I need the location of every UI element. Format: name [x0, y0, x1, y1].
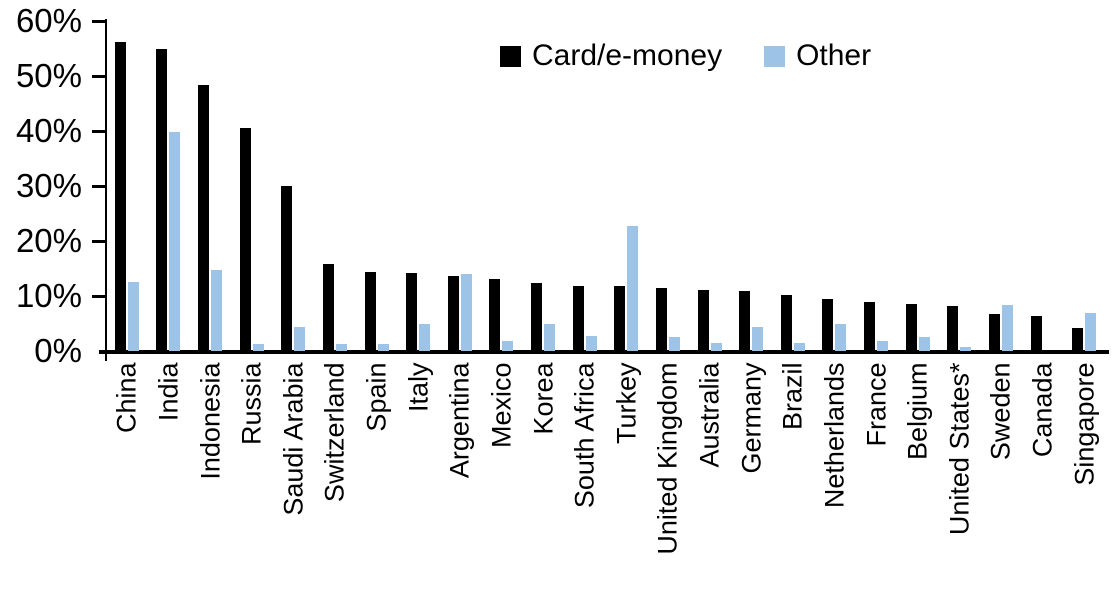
y-axis-tick-label: 40% — [15, 112, 82, 149]
legend-item-other: Other — [764, 36, 871, 76]
bar-other — [128, 282, 139, 351]
bar-card-e-money — [739, 291, 750, 351]
legend-label-other: Other — [796, 39, 872, 72]
legend-label-card-e-money: Card/e-money — [532, 39, 723, 72]
bar-card-e-money — [781, 294, 792, 351]
bar-card-e-money — [365, 271, 376, 351]
x-axis-category-label: Singapore — [1069, 362, 1100, 486]
legend-swatch-other — [764, 45, 786, 67]
bar-card-e-money — [406, 272, 417, 351]
bar-card-e-money — [115, 41, 126, 351]
x-axis-category-label: Sweden — [985, 362, 1016, 460]
x-axis-category-label: South Africa — [569, 362, 600, 508]
x-axis-line — [99, 350, 1109, 354]
bar-other — [211, 269, 222, 351]
bar-card-e-money — [198, 85, 209, 351]
bar-card-e-money — [989, 313, 1000, 351]
bar-other — [1085, 313, 1096, 351]
bar-other — [253, 343, 264, 351]
bar-other — [586, 336, 597, 351]
bar-other — [877, 340, 888, 351]
bar-other — [752, 327, 763, 351]
y-axis-tick-label: 10% — [15, 277, 82, 314]
y-axis-tick-mark — [92, 295, 106, 298]
x-axis-category-label: China — [111, 362, 142, 433]
bar-other — [627, 225, 638, 351]
x-axis-category-label: Spain — [361, 362, 392, 432]
y-axis-tick-label: 60% — [15, 2, 82, 39]
x-axis-category-label: Canada — [1027, 362, 1058, 457]
x-axis-category-label: France — [861, 362, 892, 447]
x-axis-category-label: United Kingdom — [652, 362, 683, 555]
x-axis-category-label: Netherlands — [819, 362, 850, 508]
bar-other — [794, 343, 805, 351]
y-axis-tick-mark — [92, 20, 106, 23]
bar-card-e-money — [240, 128, 251, 351]
bar-other — [960, 346, 971, 351]
bar-other — [294, 327, 305, 351]
bar-other — [835, 323, 846, 351]
x-axis-category-label: Germany — [736, 362, 767, 474]
bar-card-e-money — [448, 276, 459, 351]
bar-other — [169, 132, 180, 351]
bar-card-e-money — [698, 289, 709, 351]
x-axis-category-label: Korea — [528, 362, 559, 435]
x-axis-category-label: United States* — [944, 362, 975, 535]
x-axis-category-label: India — [153, 362, 184, 421]
bar-other — [378, 343, 389, 351]
x-axis-category-label: Saudi Arabia — [278, 362, 309, 516]
bar-other — [502, 341, 513, 351]
y-axis-tick-mark — [92, 185, 106, 188]
x-axis-category-label: Russia — [236, 362, 267, 445]
y-axis-tick-label: 20% — [15, 222, 82, 259]
x-axis-category-label: Belgium — [902, 362, 933, 460]
bar-card-e-money — [323, 263, 334, 351]
bar-card-e-money — [864, 302, 875, 351]
bar-card-e-money — [822, 298, 833, 351]
bar-card-e-money — [156, 48, 167, 351]
bar-card-e-money — [656, 288, 667, 351]
legend: Card/e-money Other — [500, 36, 871, 76]
bar-card-e-money — [1072, 327, 1083, 351]
bar-card-e-money — [947, 305, 958, 351]
bar-card-e-money — [906, 304, 917, 351]
bar-card-e-money — [489, 278, 500, 351]
x-axis-category-label: Italy — [403, 362, 434, 412]
bar-other — [336, 344, 347, 351]
bar-card-e-money — [614, 286, 625, 351]
x-axis-category-label: Argentina — [444, 362, 475, 478]
bar-other — [544, 324, 555, 351]
bar-other — [419, 323, 430, 351]
legend-item-card-e-money: Card/e-money — [500, 36, 722, 76]
y-axis-tick-mark — [92, 130, 106, 133]
bar-other — [461, 274, 472, 351]
y-axis-tick-mark — [92, 75, 106, 78]
x-axis-category-label: Mexico — [486, 362, 517, 448]
x-axis-category-label: Australia — [694, 362, 725, 468]
bar-other — [919, 337, 930, 351]
bar-card-e-money — [281, 186, 292, 351]
bar-other — [1002, 304, 1013, 351]
bar-card-e-money — [1031, 315, 1042, 351]
x-axis-category-label: Indonesia — [195, 362, 226, 480]
y-axis-tick-mark — [92, 240, 106, 243]
x-axis-category-label: Brazil — [777, 362, 808, 430]
bar-card-e-money — [531, 283, 542, 351]
bar-other — [711, 343, 722, 351]
y-axis-tick-label: 50% — [15, 57, 82, 94]
bar-card-e-money — [573, 285, 584, 351]
y-axis-tick-label: 0% — [34, 332, 82, 369]
x-axis-category-label: Switzerland — [319, 362, 350, 502]
x-axis-category-label: Turkey — [611, 362, 642, 444]
bar-other — [669, 336, 680, 351]
legend-swatch-card-e-money — [500, 45, 521, 67]
y-axis-line — [105, 19, 107, 361]
y-axis-tick-label: 30% — [15, 167, 82, 204]
